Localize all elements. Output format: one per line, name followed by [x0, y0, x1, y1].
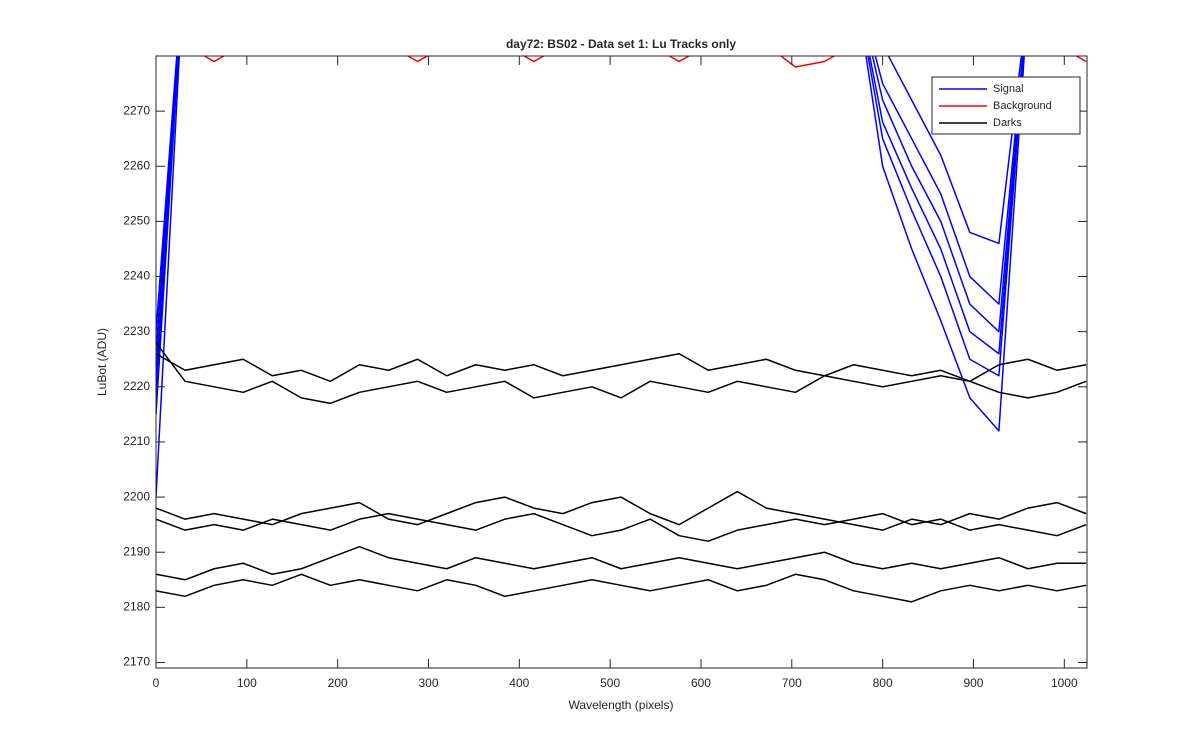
series-line [156, 56, 1025, 432]
x-tick-label: 800 [873, 676, 893, 690]
y-tick-label: 2220 [123, 379, 150, 393]
y-tick-label: 2180 [123, 600, 150, 614]
legend-label: Background [993, 100, 1052, 112]
x-tick-label: 100 [237, 676, 257, 690]
series-line [156, 512, 1087, 542]
y-axis-label: LuBot (ADU) [95, 328, 109, 396]
x-tick-label: 400 [509, 676, 529, 690]
x-tick-label: 0 [153, 676, 160, 690]
y-tick-label: 2210 [123, 434, 150, 448]
y-tick-label: 2260 [123, 158, 150, 172]
y-tick-label: 2230 [123, 324, 150, 338]
y-tick-label: 2190 [123, 544, 150, 558]
x-tick-label: 700 [782, 676, 802, 690]
y-tick-label: 2240 [123, 269, 150, 283]
series-line [156, 56, 1025, 376]
series-line [156, 490, 1087, 531]
series-line [156, 573, 1087, 603]
series-line [156, 56, 1025, 377]
plot-area [156, 56, 1087, 603]
x-tick-label: 500 [600, 676, 620, 690]
series-line [156, 56, 1023, 498]
y-tick-label: 2270 [123, 103, 150, 117]
y-tick-label: 2200 [123, 489, 150, 503]
y-tick-label: 2170 [123, 655, 150, 669]
x-tick-label: 600 [691, 676, 711, 690]
chart-title: day72: BS02 - Data set 1: Lu Tracks only [506, 37, 736, 51]
x-axis-label: Wavelength (pixels) [569, 698, 674, 712]
plot-frame [155, 55, 1088, 669]
legend-label: Signal [993, 83, 1024, 95]
x-tick-label: 900 [963, 676, 983, 690]
legend-label: Darks [993, 117, 1022, 129]
x-tick-label: 1000 [1051, 676, 1078, 690]
series-line [156, 352, 1087, 383]
y-tick-label: 2250 [123, 214, 150, 228]
x-tick-label: 300 [418, 676, 438, 690]
series-line [156, 342, 1087, 405]
x-tick-label: 200 [328, 676, 348, 690]
series-line [156, 545, 1087, 581]
